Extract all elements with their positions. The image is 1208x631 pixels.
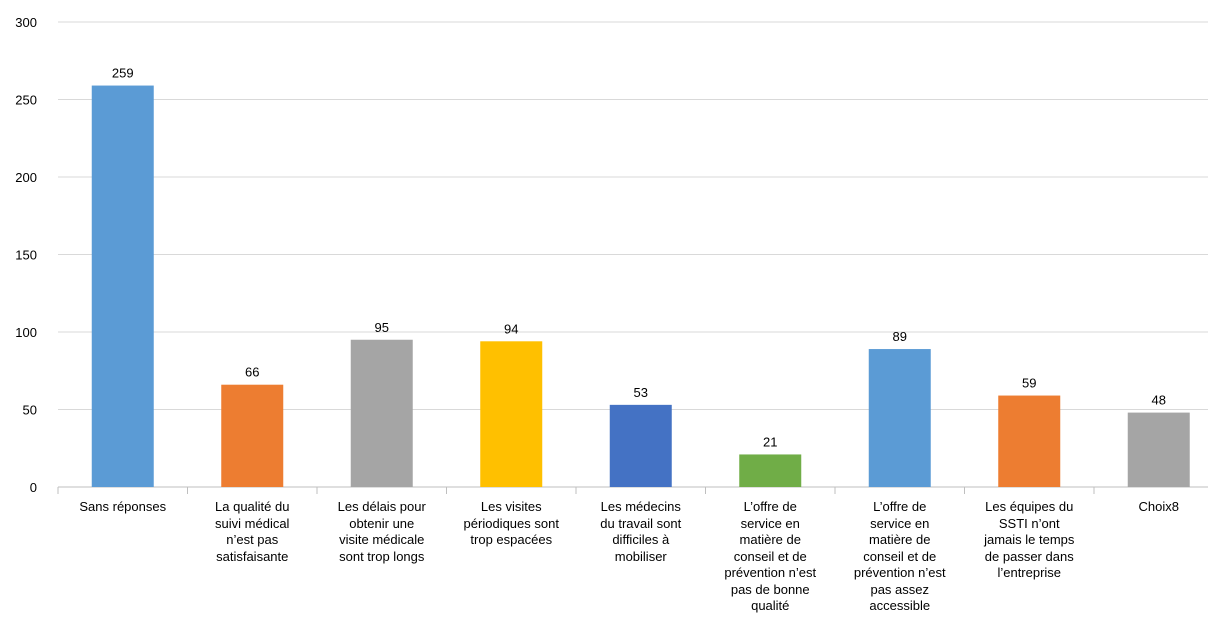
category-label: La qualité du suivi médical n’est pas satis… [193, 499, 311, 565]
y-tick-label: 150 [15, 248, 37, 263]
category-label: Les visites périodiques sont trop espacées [452, 499, 570, 549]
category-label-line: SSTI n’ont [998, 515, 1060, 531]
category-label-line: conseil et de [863, 548, 937, 564]
category-label-line: trop espacées [470, 532, 553, 547]
category-label-line: prévention n’est [724, 565, 817, 580]
bar [221, 384, 284, 487]
category-label-line: service en [870, 515, 930, 531]
category-label-line: Les délais pour [337, 499, 426, 514]
bar [868, 349, 931, 487]
category-label-line: Les visites [480, 499, 542, 514]
category-label-line: du travail sont [600, 515, 682, 531]
data-label: 59 [1022, 376, 1036, 391]
category-label-line: L’offre de [743, 499, 797, 514]
y-tick-label: 300 [15, 15, 37, 30]
data-label: 53 [634, 385, 648, 400]
category-label: L’offre de service en matière de conseil et… [841, 499, 959, 615]
data-labels: 259 66 95 94 53 21 89 59 48 [112, 66, 1166, 450]
category-label-line: Les équipes du [985, 499, 1074, 514]
category-label-line: prévention n’est [853, 565, 946, 580]
y-tick-label: 0 [30, 480, 37, 495]
category-label-line: service en [740, 515, 800, 531]
category-label-line: qualité [751, 598, 790, 613]
bar [1127, 412, 1190, 487]
y-tick-label: 200 [15, 170, 37, 185]
bar [350, 339, 413, 487]
data-label: 95 [375, 320, 389, 335]
category-label-line: de passer dans [984, 548, 1074, 564]
category-label-line: accessible [869, 598, 931, 613]
data-label: 259 [112, 66, 134, 81]
y-tick-label: 50 [23, 403, 37, 418]
bar [609, 404, 672, 487]
category-label-line: pas assez [870, 581, 930, 597]
category-label: L’offre de service en matière de conseil et… [711, 499, 829, 615]
category-label: Choix8 [1100, 499, 1208, 516]
category-label-line: L’offre de [873, 499, 927, 514]
category-label: Les délais pour obtenir une visite médical… [323, 499, 441, 565]
category-label-line: suivi médical [215, 515, 290, 531]
category-label-line: matière de [869, 532, 931, 547]
bars [91, 85, 1190, 488]
category-label-line: mobiliser [614, 548, 667, 564]
category-label-line: difficiles à [612, 532, 670, 547]
bar [480, 341, 543, 487]
category-label-line: La qualité du [215, 499, 290, 514]
bar [998, 395, 1061, 487]
category-label-line: matière de [739, 532, 801, 547]
data-label: 21 [763, 434, 777, 449]
y-tick-label: 250 [15, 93, 37, 108]
category-label-line: jamais le temps [984, 532, 1075, 547]
category-label-line: visite médicale [339, 532, 425, 547]
category-label-line: conseil et de [733, 548, 807, 564]
data-label: 94 [504, 321, 518, 336]
category-label: Les équipes du SSTI n’ont jamais le temps d… [970, 499, 1088, 582]
category-label-line: périodiques sont [463, 515, 559, 531]
category-label-line: n’est pas [226, 532, 279, 547]
category-label: Sans réponses [64, 499, 182, 516]
category-label-line: satisfaisante [216, 548, 289, 564]
category-label-line: Les médecins [600, 499, 681, 514]
bar [91, 85, 154, 488]
category-label-line: Sans réponses [79, 499, 167, 514]
bar [739, 454, 802, 487]
category-label-line: Choix8 [1138, 499, 1179, 514]
data-label: 66 [245, 365, 259, 380]
category-label-line: sont trop longs [339, 548, 425, 564]
gridlines [58, 21, 1208, 410]
category-label-line: obtenir une [349, 515, 415, 531]
data-label: 89 [893, 329, 907, 344]
x-axis [57, 486, 1208, 494]
y-axis-ticks: 0 50 100 150 200 250 300 [15, 15, 37, 495]
category-label-line: l’entreprise [997, 565, 1062, 580]
y-tick-label: 100 [15, 325, 37, 340]
category-label-line: pas de bonne [730, 581, 810, 597]
data-label: 48 [1152, 393, 1166, 408]
